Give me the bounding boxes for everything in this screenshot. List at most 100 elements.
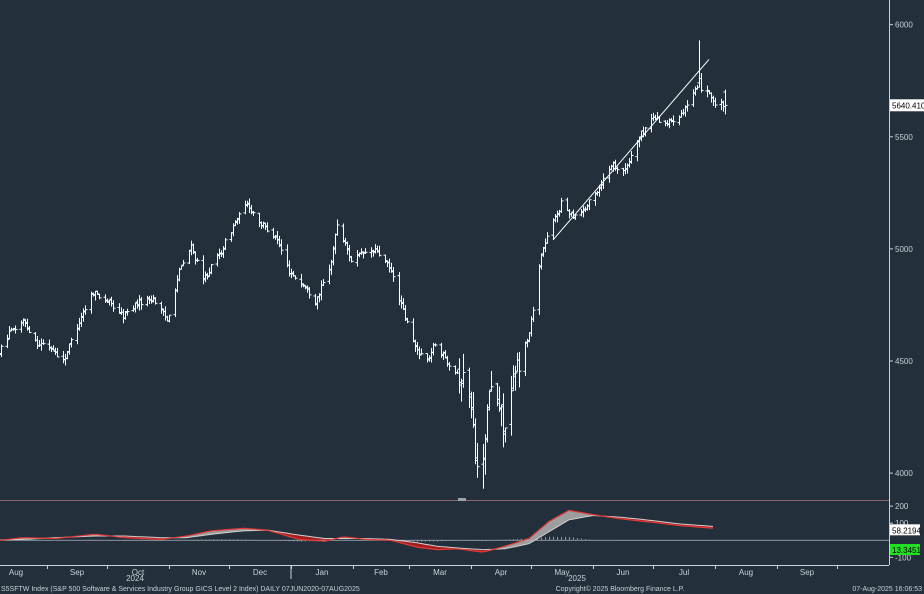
ohlc-bar	[307, 287, 312, 299]
ohlc-bar	[263, 222, 268, 230]
ohlc-bar	[247, 198, 252, 214]
ohlc-bar	[5, 334, 10, 349]
ohlc-bar	[175, 275, 180, 293]
ohlc-bar	[149, 295, 154, 304]
ohlc-bar	[203, 271, 208, 283]
ohlc-bar	[623, 163, 628, 175]
indicator-fill-segment	[437, 546, 441, 550]
y-tick-label: 4500	[895, 357, 913, 366]
indicator-y-tick-label: -100	[895, 553, 912, 562]
indicator-fill-segment	[305, 535, 309, 541]
indicator-fill-segment	[221, 529, 225, 534]
footer-right-text: 07-Aug-2025 16:06:53	[852, 586, 922, 593]
ohlc-bar	[677, 115, 682, 126]
ohlc-bar	[397, 271, 402, 306]
ohlc-bar	[343, 237, 348, 246]
ohlc-bar	[419, 348, 424, 355]
ohlc-bar	[551, 218, 556, 240]
ohlc-bar	[313, 294, 318, 306]
x-tick-label: Dec	[253, 568, 267, 577]
ohlc-bar	[453, 365, 458, 375]
ohlc-bar	[523, 341, 528, 377]
ohlc-bar	[103, 294, 108, 303]
ohlc-bar	[63, 353, 68, 366]
ohlc-bar	[109, 296, 114, 307]
trendline[interactable]	[552, 59, 710, 241]
ohlc-bar	[511, 365, 516, 391]
ohlc-bar	[259, 221, 264, 230]
footer-center-text: Copyright© 2025 Bloomberg Finance L.P.	[556, 585, 685, 593]
ohlc-bar	[177, 267, 182, 282]
ohlc-bar	[527, 332, 532, 343]
ohlc-bar	[139, 297, 144, 310]
ohlc-bar	[341, 223, 346, 243]
indicator-fill-segment	[561, 512, 565, 525]
ohlc-bar	[217, 248, 222, 260]
ohlc-bar	[135, 299, 140, 309]
ohlc-bar	[61, 350, 66, 364]
ohlc-bar	[125, 308, 130, 316]
ohlc-bar	[167, 314, 172, 323]
x-tick-label: Nov	[192, 568, 206, 577]
ohlc-bar	[369, 247, 374, 258]
ohlc-bar	[695, 84, 700, 90]
ohlc-bar	[83, 305, 88, 315]
ohlc-bar	[457, 358, 462, 394]
ohlc-bar	[553, 214, 558, 223]
ohlc-bar	[497, 386, 502, 412]
indicator-fill-segment	[581, 512, 585, 518]
ohlc-bar	[327, 264, 332, 285]
ohlc-bar	[67, 343, 72, 355]
x-tick-label: Sep	[70, 568, 85, 577]
indicator-fill-segment	[429, 544, 433, 550]
ohlc-bar	[275, 230, 280, 245]
indicator-fill-segment	[577, 511, 581, 519]
ohlc-bar	[383, 254, 388, 264]
indicator-histogram-value: 13.3451	[892, 546, 921, 555]
ohlc-bar	[489, 371, 494, 392]
ohlc-bar	[517, 351, 522, 388]
indicator-fill-segment	[425, 544, 429, 549]
ohlc-bar	[287, 260, 292, 277]
x-tick-label: Sep	[800, 568, 815, 577]
x-tick-label: Aug	[9, 568, 23, 577]
ohlc-bar	[261, 221, 266, 229]
ohlc-bar	[13, 325, 18, 334]
ohlc-bar	[427, 355, 432, 362]
ohlc-bar	[229, 232, 234, 242]
ohlc-bar	[467, 367, 472, 408]
indicator-y-tick-label: 200	[895, 502, 909, 511]
ohlc-bar	[347, 244, 352, 262]
ohlc-bar	[693, 86, 698, 96]
ohlc-bar	[235, 217, 240, 225]
ohlc-bar	[649, 113, 654, 133]
ohlc-bar	[179, 265, 184, 270]
ohlc-bar	[387, 258, 392, 273]
ohlc-bar	[429, 347, 434, 363]
ohlc-bar	[187, 249, 192, 265]
ohlc-bar	[557, 209, 562, 217]
ohlc-bar	[193, 251, 198, 265]
ohlc-bar	[555, 210, 560, 223]
indicator-fill-segment	[573, 511, 577, 520]
ohlc-bar	[243, 200, 248, 215]
x-tick-label: Jun	[617, 568, 630, 577]
divider-handle[interactable]	[458, 498, 466, 501]
indicator-fill-segment	[417, 542, 421, 548]
ohlc-bar	[209, 264, 214, 275]
ohlc-bar	[609, 164, 614, 171]
ohlc-bar	[123, 310, 128, 320]
indicator-fill-segment	[569, 510, 573, 520]
ohlc-bar	[277, 235, 282, 248]
ohlc-bar	[495, 382, 500, 407]
ohlc-bar	[559, 197, 564, 213]
ohlc-bar	[35, 335, 40, 350]
ohlc-bar	[53, 347, 58, 355]
ohlc-bar	[69, 337, 74, 348]
indicator-upper-value-box	[890, 524, 920, 536]
ohlc-bar	[699, 73, 704, 93]
indicator-fill-segment	[213, 530, 217, 535]
ohlc-bar	[303, 285, 308, 290]
ohlc-bar	[181, 259, 186, 266]
